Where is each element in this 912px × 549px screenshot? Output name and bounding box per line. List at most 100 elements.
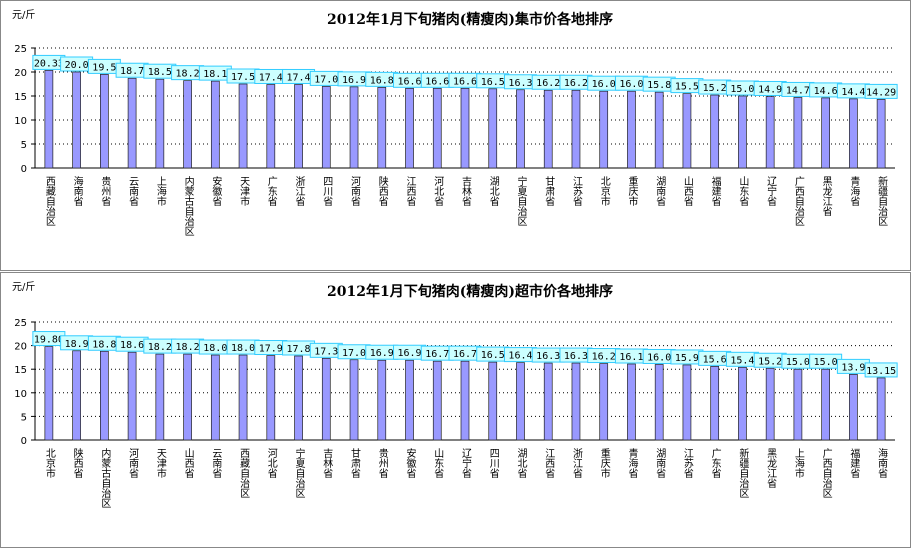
bar [849,98,858,169]
value-label: 16.1 [619,352,643,363]
value-label: 18.1 [203,69,227,80]
bar [266,355,276,441]
bar [516,89,525,169]
value-label-box [864,362,898,378]
bar [44,346,54,441]
value-label: 20.0 [65,60,89,71]
y-tick-label: 5 [21,140,27,151]
value-label: 16.5 [481,77,505,88]
bar [821,368,830,441]
bar [516,362,525,441]
bar [294,84,303,169]
value-label: 16.0 [647,352,671,363]
value-label: 18.0 [231,343,255,354]
x-tick-label: 广东省 [265,176,277,207]
value-label: 13.9 [841,362,865,373]
x-tick-label: 内蒙古自治区 [99,447,111,508]
value-label: 17.9 [259,344,283,355]
bar [599,90,609,169]
x-tick-label: 重庆市 [626,175,638,207]
value-label: 15.9 [675,353,699,364]
value-label: 17.0 [342,348,366,359]
bar [599,363,609,441]
bar [543,362,553,441]
value-label: 18.2 [176,342,200,353]
value-label: 16.9 [397,348,421,359]
value-label: 15.0 [814,357,838,368]
bar [432,360,442,441]
value-label: 18.5 [148,67,172,78]
bar [710,366,720,441]
x-tick-label: 浙江省 [293,176,305,207]
value-label: 16.3 [536,351,560,362]
x-tick-label: 内蒙古自治区 [182,175,194,236]
x-tick-label: 四川省 [487,448,499,479]
x-tick-label: 贵州省 [99,175,111,207]
value-label: 16.7 [453,349,477,360]
bar [238,83,248,169]
bar [682,93,692,169]
value-label: 18.9 [65,339,89,350]
x-tick-label: 湖南省 [654,448,666,479]
value-label: 18.2 [176,69,200,80]
x-tick-label: 吉林省 [321,448,333,479]
chart-title: 2012年1月下旬猪肉(精瘦肉)超市价各地排序 [327,283,613,300]
value-label: 16.0 [619,79,643,90]
x-tick-label: 云南省 [127,176,139,207]
y-tick-label: 5 [21,412,27,423]
value-label: 16.2 [564,78,588,89]
x-tick-label: 山西省 [681,176,693,207]
x-tick-label: 四川省 [321,176,333,207]
x-tick-label: 湖北省 [487,176,499,207]
value-label: 16.7 [425,349,449,360]
bar [488,361,498,441]
x-tick-label: 天津市 [238,176,250,207]
value-label: 18.2 [148,342,172,353]
value-label: 16.5 [481,350,505,361]
x-tick-label: 宁夏自治区 [515,175,527,226]
value-label: 16.6 [453,76,477,87]
bar [349,86,359,169]
bar [377,359,387,441]
bar [627,363,636,441]
bar [876,99,886,169]
value-label: 15.4 [730,355,754,366]
y-axis-label: 元/斤 [12,9,35,21]
x-tick-label: 陕西省 [376,175,388,207]
value-label: 17.4 [287,72,311,83]
y-tick-label: 10 [14,389,27,400]
x-tick-label: 海南省 [876,447,888,479]
bar [849,374,858,441]
x-tick-label: 山西省 [182,448,194,479]
x-tick-label: 安徽省 [404,447,416,479]
bar [183,353,192,441]
bar [405,359,414,441]
bar [294,355,303,441]
bar [100,74,109,169]
bar [100,350,109,441]
bar [738,95,747,169]
value-label: 16.9 [342,75,366,86]
value-label: 18.8 [92,339,116,350]
bar [183,80,192,169]
bar [876,377,886,441]
x-tick-label: 新疆自治区 [737,447,749,498]
x-tick-label: 河南省 [349,176,361,207]
value-label: 15.2 [758,356,782,367]
x-tick-label: 甘肃省 [543,175,555,207]
bar [321,357,331,441]
bar [738,366,747,441]
bar [793,368,803,441]
value-label: 17.4 [259,72,283,83]
bar [821,97,830,169]
value-label: 16.8 [370,75,394,86]
value-label: 13.15 [866,366,896,377]
y-tick-label: 15 [14,92,27,103]
y-tick-label: 25 [14,44,27,55]
x-tick-label: 黑龙江省 [820,176,832,217]
bar [210,354,220,441]
value-label: 16.9 [370,348,394,359]
value-label: 16.2 [592,352,616,363]
value-label: 14.6 [814,86,838,97]
